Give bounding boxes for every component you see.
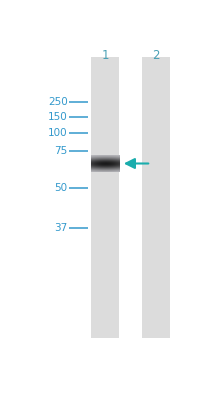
Text: 75: 75 (54, 146, 67, 156)
Bar (141, 57, 169, 338)
Bar (90, 57, 119, 338)
Text: 100: 100 (48, 128, 67, 138)
Text: 50: 50 (54, 183, 67, 193)
Text: 2: 2 (151, 49, 159, 62)
Text: 1: 1 (101, 49, 108, 62)
Text: 37: 37 (54, 223, 67, 233)
Text: 150: 150 (48, 112, 67, 122)
Text: 250: 250 (48, 97, 67, 107)
